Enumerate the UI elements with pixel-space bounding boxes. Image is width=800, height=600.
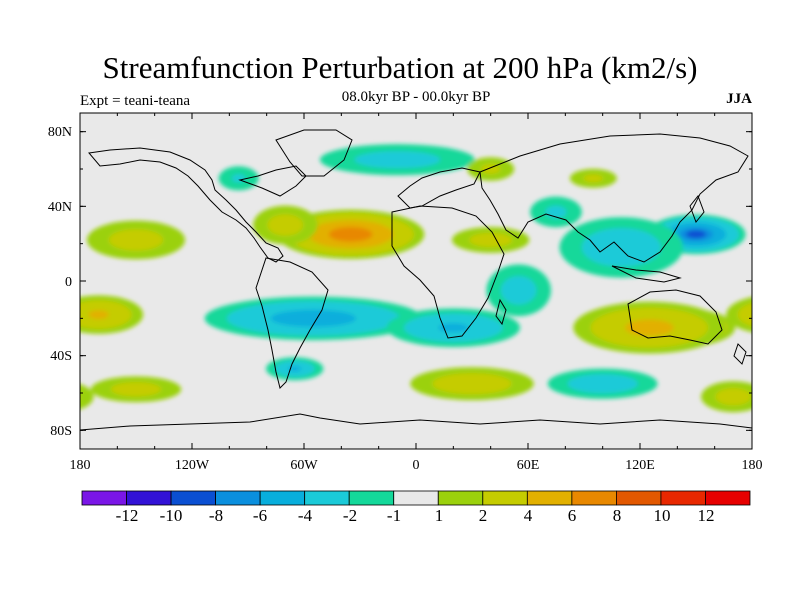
coast-north-america [88, 147, 284, 263]
contour-band [354, 151, 441, 169]
contour-band [43, 388, 79, 405]
coast-madagascar [495, 298, 507, 326]
coast-africa [391, 205, 505, 339]
contour-band [759, 221, 800, 260]
colorbar-label: 4 [523, 506, 533, 525]
colorbar [81, 490, 751, 506]
latitude-labels: 80N 40N 0 40S 80S [48, 125, 72, 439]
contour-band [469, 232, 513, 248]
colorbar-swatch [126, 490, 172, 506]
contour-band [783, 382, 800, 396]
coast-indonesia [611, 265, 682, 283]
colorbar-swatch [215, 490, 261, 506]
lon-label-60e: 60E [517, 458, 540, 473]
contour-band [108, 229, 164, 251]
coast-japan [689, 195, 705, 223]
lat-label-80s: 80S [50, 424, 72, 439]
contour-band [763, 376, 800, 402]
contour-band [685, 230, 707, 239]
contour-band [567, 373, 638, 394]
contour-band [545, 205, 567, 219]
map-title: Streamfunction Perturbation at 200 hPa (… [102, 50, 698, 85]
contour-band [781, 229, 800, 250]
colorbar-label: -8 [208, 506, 224, 525]
contour-band [625, 319, 674, 336]
colorbar-label: 10 [653, 506, 671, 525]
lat-label-40s: 40S [50, 349, 72, 364]
colorbar-label: -1 [386, 506, 402, 525]
colorbar-swatch [571, 490, 617, 506]
coast-south-america [255, 257, 329, 389]
colorbar-label: 6 [567, 506, 577, 525]
colorbar-label: -2 [342, 506, 358, 525]
contour-band [267, 214, 304, 236]
colorbar-label: -6 [252, 506, 268, 525]
coast-new-zealand [733, 343, 747, 365]
contour-band [80, 384, 94, 410]
colorbar-swatch [348, 490, 395, 506]
colorbar-label: -4 [297, 506, 313, 525]
contour-field [43, 144, 800, 413]
coast-antarctica [80, 413, 752, 431]
colorbar-swatch [660, 490, 706, 506]
contour-band [432, 373, 512, 395]
contour-band [737, 302, 752, 327]
contour-band [88, 310, 109, 319]
coast-australia [627, 289, 723, 345]
contour-band [110, 382, 162, 397]
coast-greenland [275, 129, 353, 177]
contour-band [270, 309, 357, 327]
lon-label-120e: 120E [625, 458, 655, 473]
colorbar-swatch [393, 490, 439, 506]
lon-label-120w: 120W [175, 458, 210, 473]
contour-band [480, 164, 501, 174]
colorbar-label: -10 [159, 506, 183, 525]
contour-band [328, 227, 373, 242]
season-label: JJA [726, 91, 752, 107]
colorbar-label: 1 [434, 506, 444, 525]
colorbar-label: -12 [115, 506, 139, 525]
contour-band [715, 388, 752, 406]
colorbar-swatch [304, 490, 350, 506]
colorbar-swatch [526, 490, 573, 506]
colorbar-swatch [616, 490, 662, 506]
plot-area [43, 112, 800, 450]
colorbar-swatch [170, 490, 216, 506]
map-subtitle: 08.0kyr BP - 00.0kyr BP [341, 89, 491, 105]
colorbar-swatch [705, 490, 751, 506]
contour-band [761, 310, 781, 319]
longitude-labels: 180 120W 60W 0 60E 120E 180 [70, 458, 763, 473]
colorbar-label: 8 [612, 506, 622, 525]
contour-band [438, 323, 469, 333]
colorbar-swatch [81, 490, 127, 506]
contour-band [581, 228, 661, 267]
coast-asia [479, 133, 749, 263]
colorbar-swatch [259, 490, 306, 506]
lat-label-eq: 0 [65, 275, 72, 290]
lon-label-60w: 60W [290, 458, 318, 473]
contour-band [583, 174, 604, 183]
colorbar-label: 2 [478, 506, 488, 525]
lat-label-80n: 80N [48, 125, 72, 140]
contour-band [500, 276, 537, 305]
colorbar-label: 12 [697, 506, 715, 525]
lon-label-0: 0 [413, 458, 420, 473]
coastlines [80, 129, 752, 431]
experiment-label: Expt = teani-teana [80, 93, 191, 109]
lat-label-40n: 40N [48, 200, 72, 215]
lon-label-180e: 180 [742, 458, 763, 473]
axis-ticks [79, 113, 753, 449]
colorbar-swatch [482, 490, 528, 506]
colorbar-swatch [437, 490, 484, 506]
lon-label-180w: 180 [70, 458, 91, 473]
